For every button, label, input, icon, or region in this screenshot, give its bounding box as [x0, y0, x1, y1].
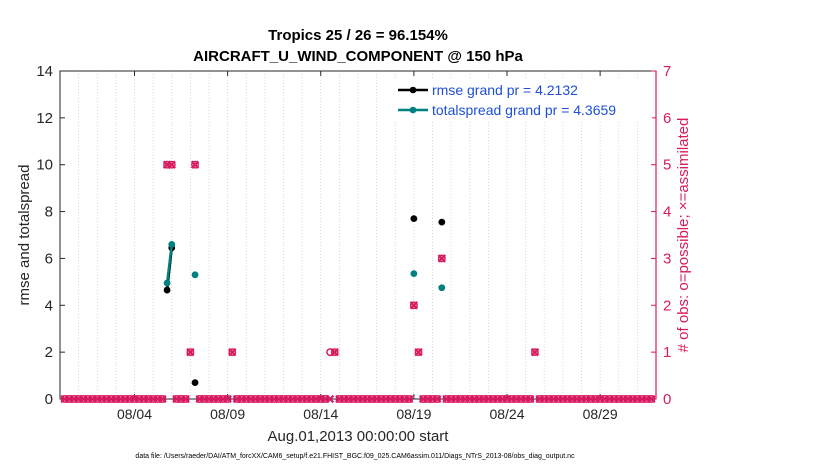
obs-assimilated-stroke — [167, 160, 176, 169]
right-y-axis: 0 1 2 3 4 5 6 7 — [651, 63, 671, 408]
obs-assimilated-marker — [414, 347, 423, 357]
obs-assimilated-stroke — [190, 160, 200, 169]
obs-assimilated-marker — [405, 394, 414, 404]
rmse-point — [438, 218, 446, 226]
legend-box — [392, 78, 652, 120]
x-tick-label: 08/29 — [583, 406, 618, 422]
obs-assimilated-marker — [223, 394, 232, 404]
x-tick-label: 08/09 — [210, 406, 245, 422]
obs-assimilated-marker — [167, 160, 176, 169]
x-axis: 08/04 08/09 08/14 08/19 08/24 08/29 — [117, 71, 618, 422]
right-y-tick-label: 1 — [663, 344, 671, 361]
rmse-point — [191, 379, 199, 386]
obs-possible-marker — [330, 348, 339, 357]
obs-assimilated-marker — [409, 301, 419, 310]
rmse-point — [163, 286, 171, 294]
obs-assimilated-stroke — [414, 347, 423, 357]
spread-segment — [165, 244, 173, 284]
left-y-tick-label: 6 — [45, 250, 53, 267]
obs-possible-marker — [186, 348, 195, 357]
obs-assimilated-marker — [437, 254, 446, 263]
obs-assimilated-marker — [181, 394, 190, 404]
left-y-tick-label: 0 — [45, 391, 53, 408]
chart-subtitle: AIRCRAFT_U_WIND_COMPONENT @ 150 hPa — [193, 48, 523, 65]
obs-assimilated-stroke — [181, 394, 190, 404]
obs-possible-marker — [409, 301, 418, 310]
obs-assimilated-stroke — [223, 394, 232, 404]
legend-spread-label: totalspread grand pr = 4.3659 — [432, 102, 616, 118]
left-y-tick-label: 8 — [45, 204, 53, 221]
obs-assimilated-marker — [325, 394, 335, 404]
obs-assimilated-marker — [186, 347, 195, 357]
obs-assimilated-marker — [330, 347, 339, 357]
chart-title: Tropics 25 / 26 = 96.154% — [268, 27, 448, 44]
legend-rmse-label: rmse grand pr = 4.2132 — [432, 82, 578, 98]
left-y-tick-label: 12 — [36, 110, 53, 127]
x-tick-label: 08/19 — [396, 406, 431, 422]
obs-assimilated-marker — [647, 394, 656, 404]
obs-assimilated-stroke — [409, 301, 419, 310]
x-axis-label: Aug.01,2013 00:00:00 start — [268, 428, 450, 445]
spread-point — [438, 284, 446, 292]
obs-assimilated-stroke — [186, 347, 195, 357]
spread-point — [168, 240, 176, 248]
right-y-tick-label: 4 — [663, 204, 671, 221]
right-y-tick-label: 5 — [663, 157, 671, 174]
spread-point — [191, 271, 199, 279]
right-y-tick-label: 7 — [663, 63, 671, 80]
obs-assimilated-marker — [190, 160, 200, 169]
right-y-tick-label: 6 — [663, 110, 671, 127]
obs-assimilated-stroke — [325, 394, 335, 404]
left-y-tick-label: 10 — [36, 157, 53, 174]
obs-possible-marker — [191, 160, 199, 169]
grid — [78, 71, 638, 399]
obs-assimilated-marker — [432, 394, 442, 404]
obs-assimilated-marker — [530, 347, 540, 357]
x-tick-label: 08/24 — [489, 406, 524, 422]
legend-spread-marker — [409, 106, 417, 114]
obs-possible-marker — [414, 348, 423, 357]
obs-assimilated-stroke — [647, 394, 656, 404]
spread-point — [163, 279, 171, 287]
obs-count-markers — [60, 160, 656, 404]
left-y-axis: 0 2 4 6 8 10 12 14 — [36, 63, 65, 408]
series-layer — [163, 215, 446, 386]
rmse-point — [410, 215, 418, 223]
legend: rmse grand pr = 4.2132 totalspread grand… — [392, 78, 652, 120]
obs-possible-marker — [530, 348, 539, 357]
plot-frame — [59, 70, 657, 400]
obs-possible-marker — [228, 348, 237, 357]
obs-assimilated-stroke — [228, 347, 237, 357]
obs-assimilated-marker — [526, 394, 535, 404]
obs-assimilated-stroke — [432, 394, 442, 404]
left-y-tick-label: 4 — [45, 297, 53, 314]
obs-assimilated-stroke — [158, 394, 167, 404]
right-y-tick-label: 2 — [663, 297, 671, 314]
x-tick-label: 08/14 — [303, 406, 338, 422]
obs-assimilated-stroke — [437, 254, 446, 263]
obs-possible-marker — [437, 254, 446, 263]
obs-assimilated-stroke — [526, 394, 535, 404]
right-y-axis-label: # of obs: o=possible; ×=assimilated — [675, 118, 692, 353]
obs-assimilated-stroke — [530, 347, 540, 357]
right-y-tick-label: 3 — [663, 250, 671, 267]
legend-rmse-marker — [409, 86, 417, 94]
x-tick-label: 08/04 — [117, 406, 152, 422]
obs-assimilated-stroke — [405, 394, 414, 404]
left-y-axis-label: rmse and totalspread — [16, 165, 33, 306]
spread-point — [410, 270, 418, 278]
left-y-tick-label: 2 — [45, 344, 53, 361]
obs-assimilated-stroke — [330, 347, 339, 357]
obs-assimilated-marker — [228, 347, 237, 357]
data-file-footer: data file: /Users/raeder/DAI/ATM_forcXX/… — [135, 453, 575, 460]
left-y-tick-label: 14 — [36, 63, 53, 80]
right-y-tick-label: 0 — [663, 391, 671, 408]
obs-assimilated-marker — [158, 394, 167, 404]
